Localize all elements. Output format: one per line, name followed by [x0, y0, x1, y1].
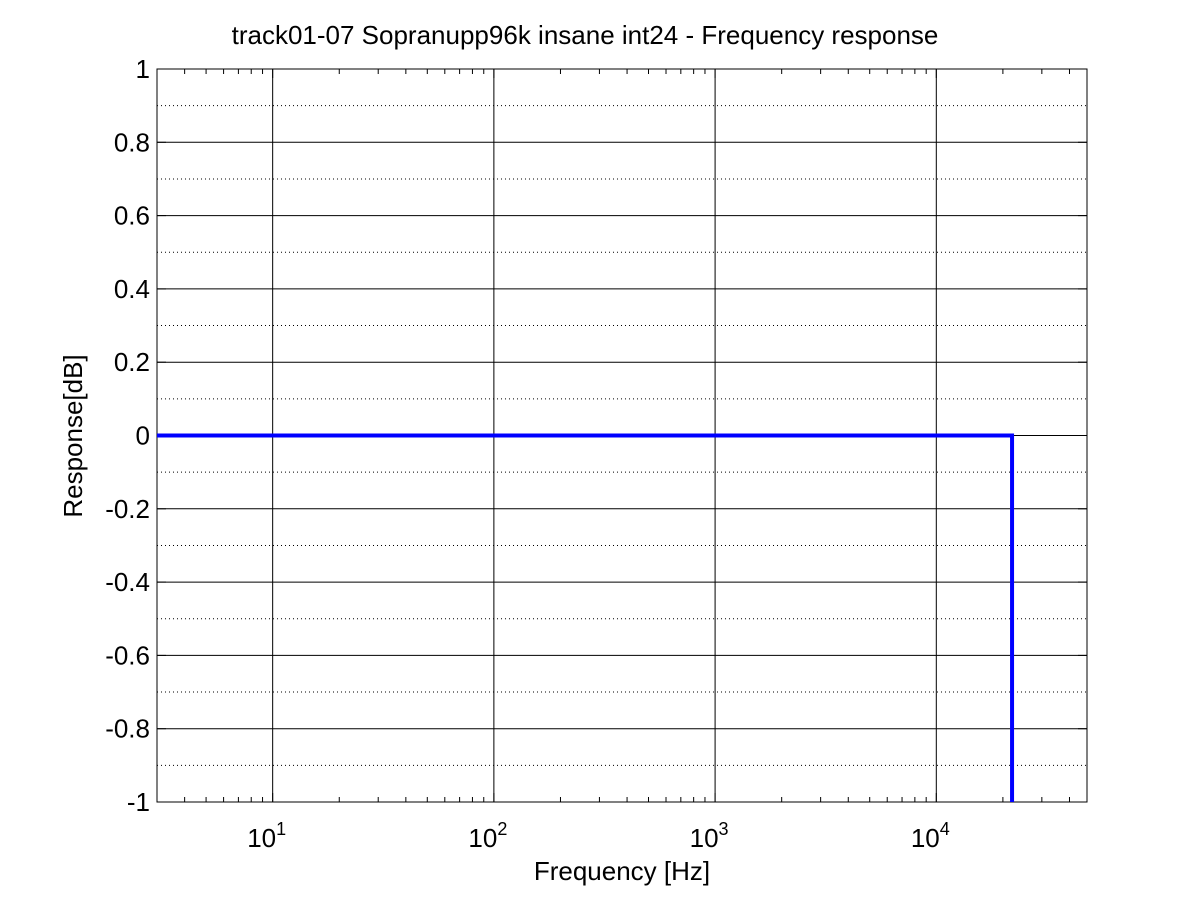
y-tick-label: -0.6 [105, 640, 150, 670]
y-tick-label: 0.4 [114, 274, 150, 304]
y-tick-label: 1 [136, 54, 150, 84]
y-tick-label: -0.2 [105, 494, 150, 524]
y-tick-label: -0.4 [105, 567, 150, 597]
y-axis-label: Response[dB] [58, 354, 88, 517]
y-tick-label: -0.8 [105, 714, 150, 744]
x-tick-label: 102 [468, 819, 507, 853]
y-tick-label: 0 [136, 421, 150, 451]
y-tick-label: -1 [127, 787, 150, 817]
y-tick-label: 0.2 [114, 347, 150, 377]
x-tick-label: 104 [911, 819, 950, 853]
y-tick-label: 0.6 [114, 201, 150, 231]
x-tick-label: 103 [690, 819, 729, 853]
x-axis-label: Frequency [Hz] [534, 856, 710, 886]
y-tick-label: 0.8 [114, 127, 150, 157]
data-line [157, 433, 1015, 802]
x-tick-label: 101 [247, 819, 286, 853]
chart-title: track01-07 Sopranupp96k insane int24 - F… [232, 20, 939, 50]
